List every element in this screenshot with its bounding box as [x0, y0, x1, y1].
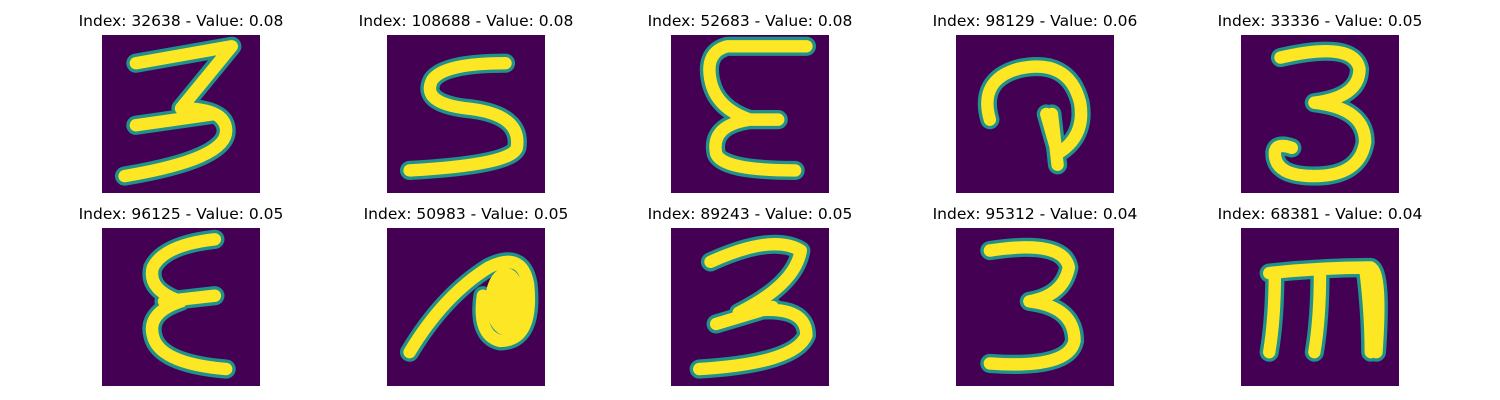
glyph-m: [1259, 257, 1388, 362]
panel-title: Index: 98129 - Value: 0.06: [932, 12, 1138, 30]
panel-title: Index: 32638 - Value: 0.08: [78, 12, 284, 30]
glyph-3-c: [689, 234, 817, 379]
glyph-epsilon-b: [142, 229, 236, 379]
digit-image: [956, 228, 1114, 386]
panel-title: Index: 68381 - Value: 0.04: [1217, 205, 1423, 223]
panel-title: Index: 96125 - Value: 0.05: [78, 205, 284, 223]
digit-image: [671, 228, 829, 386]
panel-title: Index: 108688 - Value: 0.08: [358, 12, 574, 30]
digit-image: [956, 35, 1114, 193]
glyph-3-d: [980, 237, 1085, 374]
digit-image: [102, 35, 260, 193]
glyph-s: [399, 53, 527, 181]
digit-image: [387, 228, 545, 386]
glyph-loop: [399, 252, 539, 362]
digit-image: [387, 35, 545, 193]
panel-title: Index: 89243 - Value: 0.05: [647, 205, 853, 223]
panel-title: Index: 33336 - Value: 0.05: [1217, 12, 1423, 30]
digit-image: [671, 35, 829, 193]
glyph-3-b: [1265, 41, 1375, 186]
digit-image: [1241, 35, 1399, 193]
panel-title: Index: 95312 - Value: 0.04: [932, 205, 1138, 223]
glyph-3-a: [114, 36, 242, 186]
digit-image: [1241, 228, 1399, 386]
panel-title: Index: 52683 - Value: 0.08: [647, 12, 853, 30]
glyph-epsilon-a: [699, 36, 817, 181]
digit-image: [102, 228, 260, 386]
panel-title: Index: 50983 - Value: 0.05: [363, 205, 569, 223]
glyph-hook: [977, 57, 1091, 175]
